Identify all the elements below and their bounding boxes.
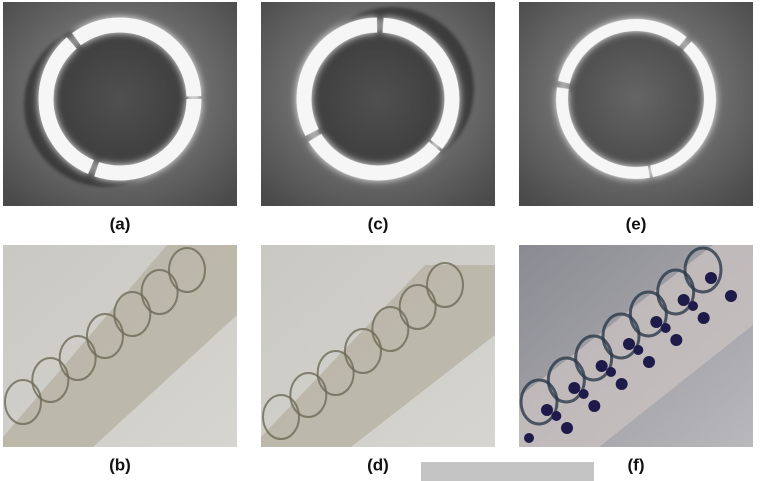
panel-label: (e) xyxy=(626,214,647,233)
stain-dot xyxy=(661,323,671,333)
stain-dot xyxy=(551,411,561,421)
panel-label: (b) xyxy=(109,455,131,474)
stain-dot xyxy=(725,290,737,302)
image-panel: (d) xyxy=(261,245,495,474)
panel-label: (f) xyxy=(628,455,645,474)
stain-dot xyxy=(588,400,600,412)
stain-dot xyxy=(670,334,682,346)
scale-bar xyxy=(421,462,594,481)
panel-label: (d) xyxy=(367,455,389,474)
stain-dot xyxy=(579,389,589,399)
stain-dot xyxy=(643,356,655,368)
image-panel: (a) xyxy=(3,2,237,233)
stain-dot xyxy=(568,382,580,394)
stain-dot xyxy=(650,316,662,328)
panel-label: (a) xyxy=(110,214,131,233)
stain-dot xyxy=(561,422,573,434)
image-panel: (f) xyxy=(519,245,753,474)
stain-dot xyxy=(678,294,690,306)
inner-disc xyxy=(568,31,704,167)
image-panel: (e) xyxy=(519,2,753,233)
stain-dot xyxy=(524,433,534,443)
image-panel: (c) xyxy=(261,0,495,233)
image-panel: (b) xyxy=(3,245,237,474)
stain-dot xyxy=(616,378,628,390)
panels: (a) (c) (e) (b) (d) (f) xyxy=(3,0,753,474)
stain-dot xyxy=(623,338,635,350)
stain-dot xyxy=(698,312,710,324)
stain-dot xyxy=(705,272,717,284)
stain-dot xyxy=(606,367,616,377)
panel-label: (c) xyxy=(368,214,389,233)
stain-dot xyxy=(541,404,553,416)
stain-dot xyxy=(596,360,608,372)
stain-dot xyxy=(633,345,643,355)
figure: (a) (c) (e) (b) (d) (f) xyxy=(0,0,760,481)
stain-dot xyxy=(688,301,698,311)
